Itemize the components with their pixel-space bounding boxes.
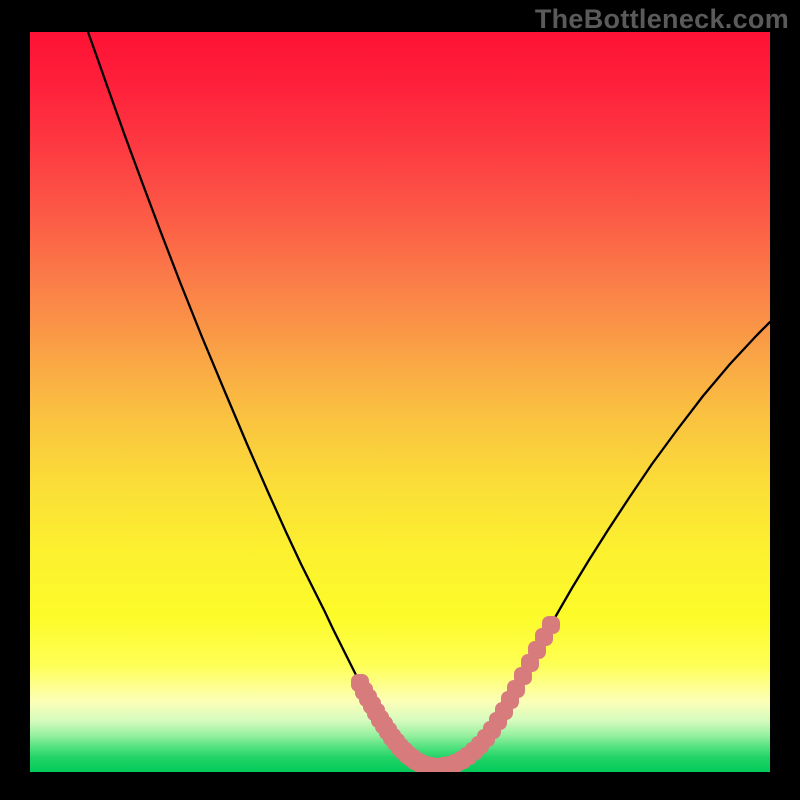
gradient-background [30,32,770,772]
chart-svg [0,0,800,800]
watermark-text: TheBottleneck.com [533,4,789,35]
curve-dot [542,616,560,634]
chart-frame [0,0,800,800]
